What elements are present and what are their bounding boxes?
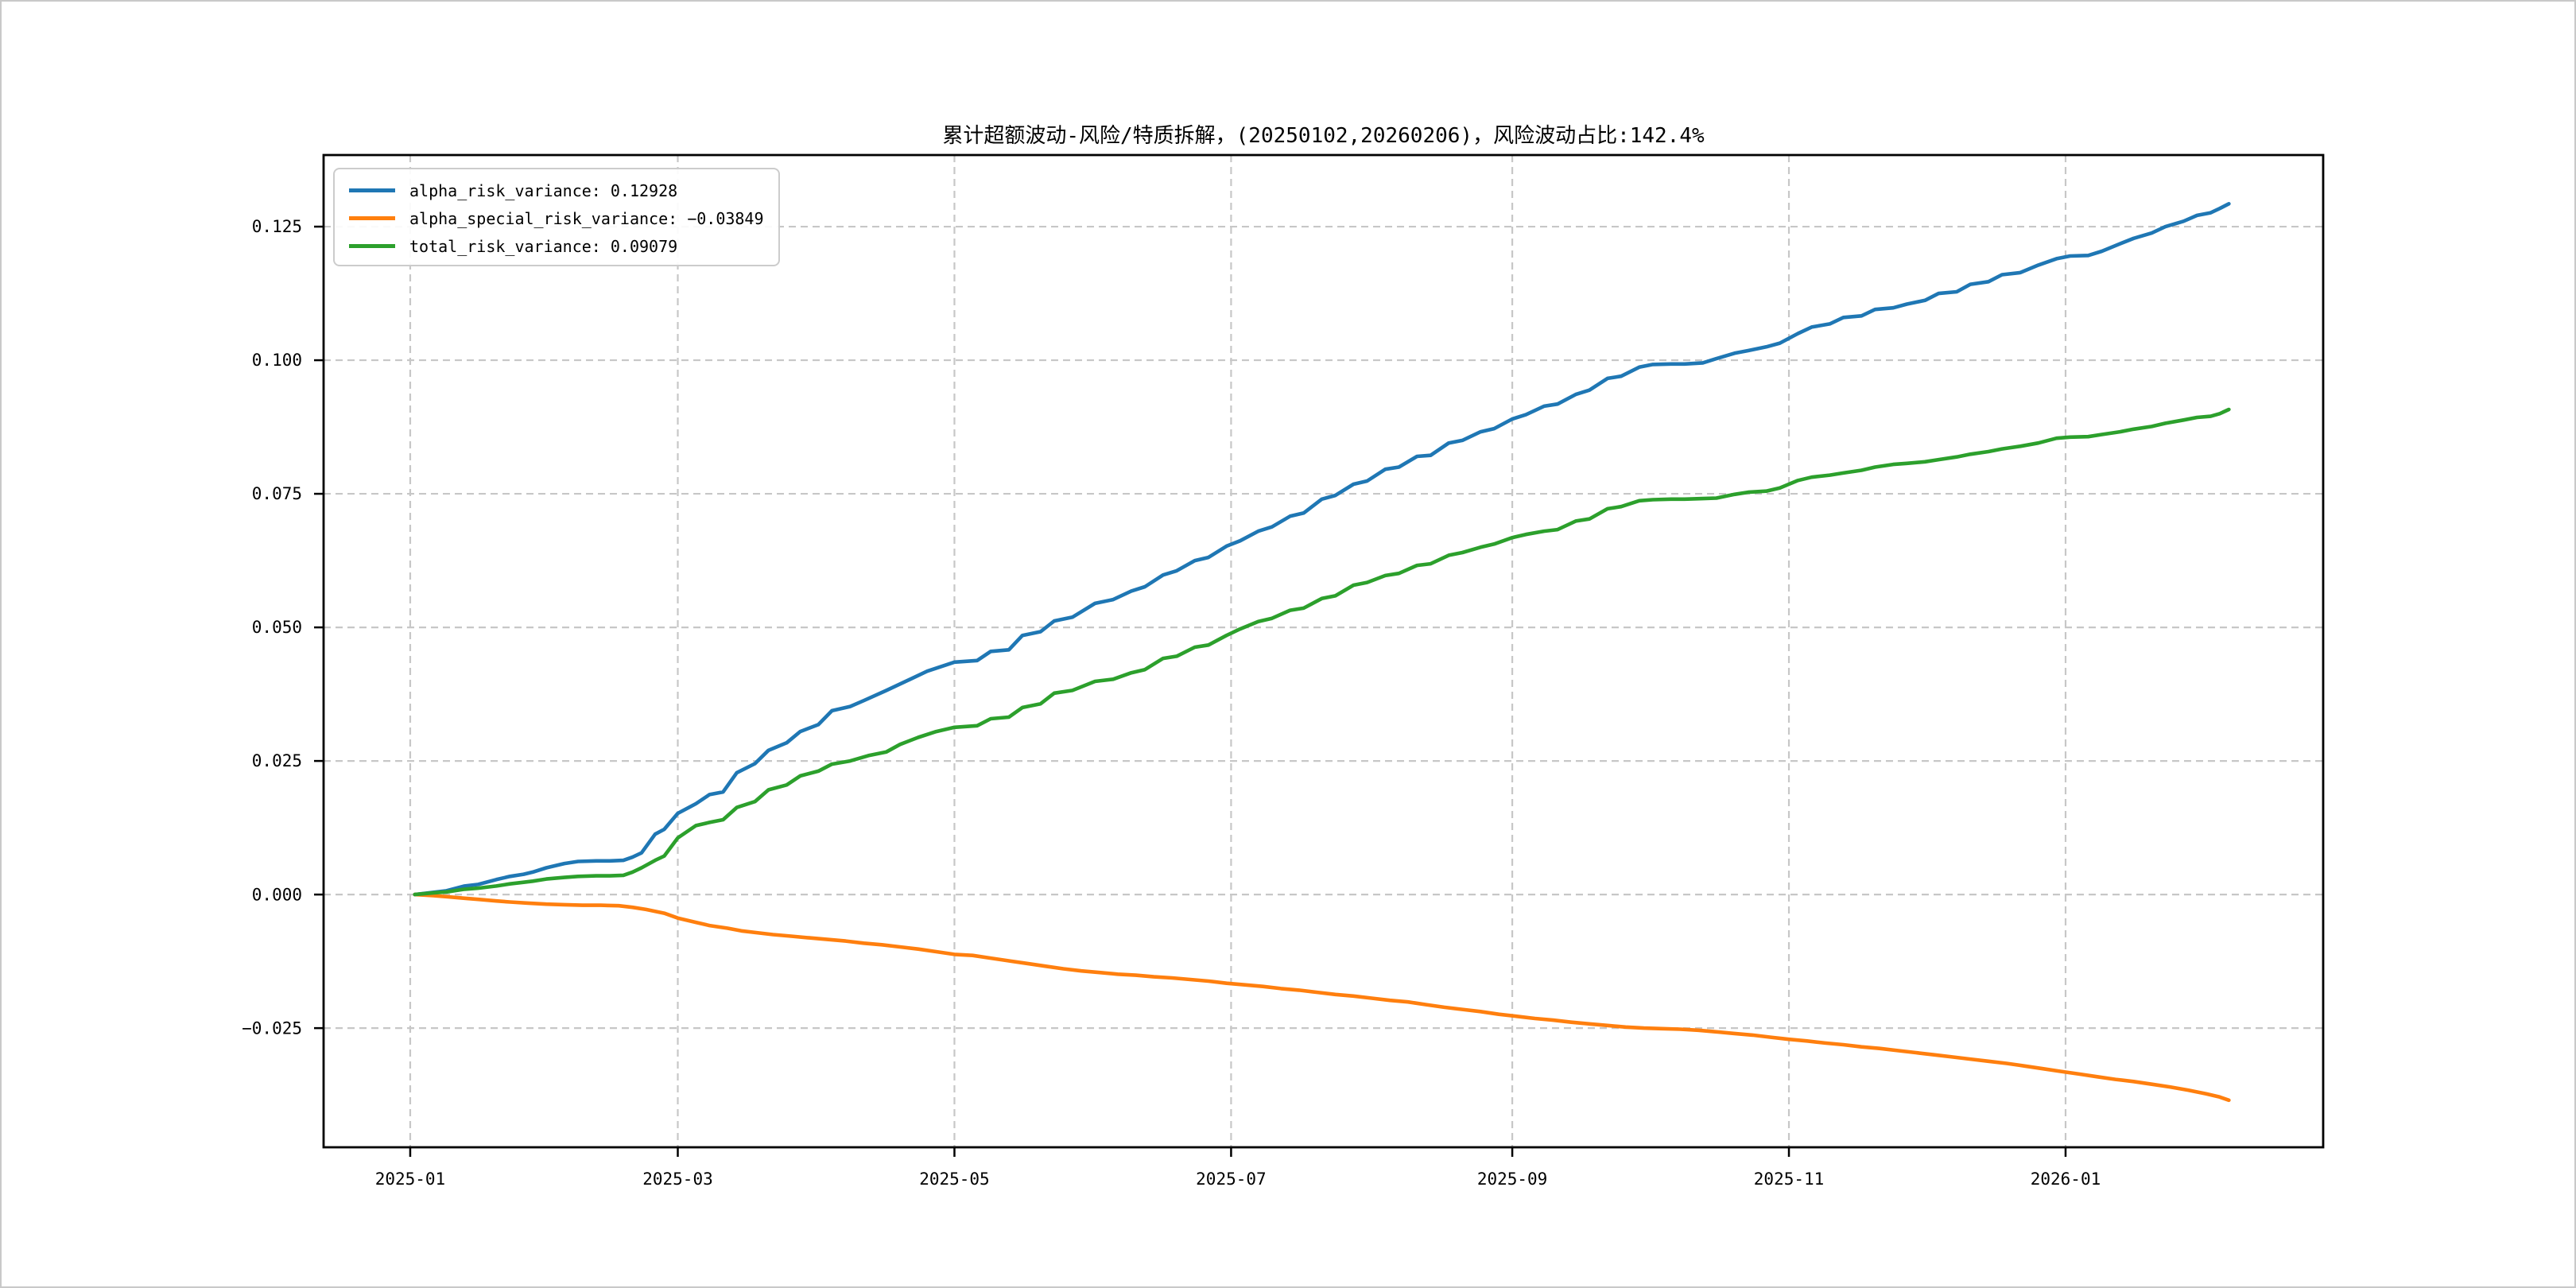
y-tick-label: 0.025 [252, 751, 302, 770]
legend-label: alpha_special_risk_variance: −0.03849 [409, 208, 764, 228]
series-line-alpha_risk_variance [413, 202, 2231, 897]
x-tick-label: 2025-07 [1196, 1170, 1267, 1189]
legend-label: total_risk_variance: 0.09079 [409, 236, 678, 256]
y-tick-label: 0.000 [252, 885, 302, 904]
y-tick-label: 0.075 [252, 484, 302, 503]
legend-item-total-risk-variance: total_risk_variance: 0.09079 [349, 232, 778, 260]
legend-item-alpha-special-risk-variance: alpha_special_risk_variance: −0.03849 [349, 204, 778, 232]
x-tick-label: 2026-01 [2031, 1170, 2101, 1189]
x-tick-label: 2025-03 [642, 1170, 713, 1189]
chart-title: 累计超额波动-风险/特质拆解，(20250102,20260206)，风险波动占… [942, 124, 1705, 148]
x-tick-label: 2025-09 [1477, 1170, 1548, 1189]
legend: alpha_risk_variance: 0.12928 alpha_speci… [333, 168, 780, 266]
y-tick-label: 0.050 [252, 618, 302, 637]
x-tick-label: 2025-11 [1754, 1170, 1825, 1189]
legend-item-alpha-risk-variance: alpha_risk_variance: 0.12928 [349, 177, 778, 204]
legend-line-swatch-green [349, 244, 395, 248]
legend-line-swatch-blue [349, 188, 395, 192]
y-tick-label: 0.100 [252, 351, 302, 370]
legend-line-swatch-orange [349, 216, 395, 220]
y-tick-label: −0.025 [242, 1018, 302, 1038]
axes-frame [322, 153, 2325, 1149]
x-tick-label: 2025-05 [919, 1170, 990, 1189]
legend-label: alpha_risk_variance: 0.12928 [409, 180, 678, 200]
x-tick-label: 2025-01 [375, 1170, 446, 1189]
y-tick-label: 0.125 [252, 217, 302, 236]
series-line-alpha_special_risk_variance [413, 892, 2231, 1103]
series-line-total_risk_variance [413, 407, 2231, 897]
